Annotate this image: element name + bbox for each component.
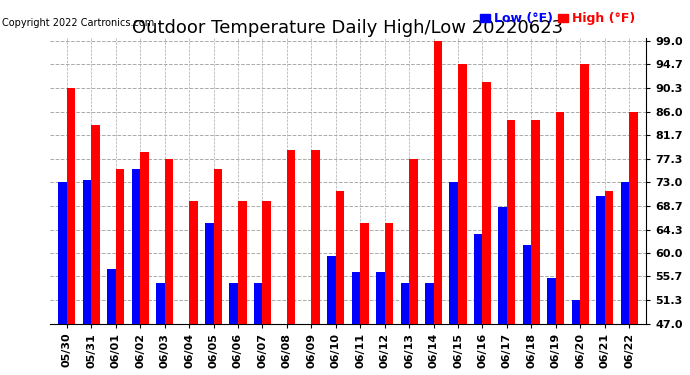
Bar bbox=[156, 283, 165, 324]
Bar bbox=[409, 159, 417, 324]
Bar bbox=[376, 272, 384, 324]
Bar bbox=[620, 182, 629, 324]
Bar bbox=[238, 201, 246, 324]
Bar bbox=[336, 190, 344, 324]
Bar bbox=[401, 283, 409, 324]
Bar bbox=[629, 112, 638, 324]
Bar bbox=[327, 256, 336, 324]
Bar bbox=[474, 234, 482, 324]
Bar bbox=[352, 272, 360, 324]
Text: Copyright 2022 Cartronics.com: Copyright 2022 Cartronics.com bbox=[2, 18, 155, 28]
Bar bbox=[547, 278, 556, 324]
Bar bbox=[482, 82, 491, 324]
Bar bbox=[165, 159, 173, 324]
Bar bbox=[523, 245, 531, 324]
Bar bbox=[384, 223, 393, 324]
Bar bbox=[596, 196, 604, 324]
Bar bbox=[91, 125, 100, 324]
Bar bbox=[433, 41, 442, 324]
Bar bbox=[360, 223, 368, 324]
Bar bbox=[140, 153, 149, 324]
Bar bbox=[287, 150, 295, 324]
Bar bbox=[580, 64, 589, 324]
Bar bbox=[498, 207, 507, 324]
Bar bbox=[311, 150, 320, 324]
Bar bbox=[83, 180, 91, 324]
Title: Outdoor Temperature Daily High/Low 20220623: Outdoor Temperature Daily High/Low 20220… bbox=[132, 19, 564, 37]
Bar bbox=[458, 64, 466, 324]
Bar bbox=[67, 88, 75, 324]
Bar bbox=[449, 182, 458, 324]
Bar bbox=[556, 112, 564, 324]
Bar bbox=[507, 120, 515, 324]
Bar bbox=[58, 182, 67, 324]
Bar bbox=[205, 223, 213, 324]
Bar bbox=[107, 269, 116, 324]
Legend: Low (°F), High (°F): Low (°F), High (°F) bbox=[475, 8, 640, 30]
Bar bbox=[604, 190, 613, 324]
Bar bbox=[425, 283, 433, 324]
Bar bbox=[116, 169, 124, 324]
Bar bbox=[132, 169, 140, 324]
Bar bbox=[254, 283, 262, 324]
Bar bbox=[213, 169, 222, 324]
Bar bbox=[572, 300, 580, 324]
Bar bbox=[531, 120, 540, 324]
Bar bbox=[262, 201, 271, 324]
Bar bbox=[189, 201, 197, 324]
Bar bbox=[229, 283, 238, 324]
